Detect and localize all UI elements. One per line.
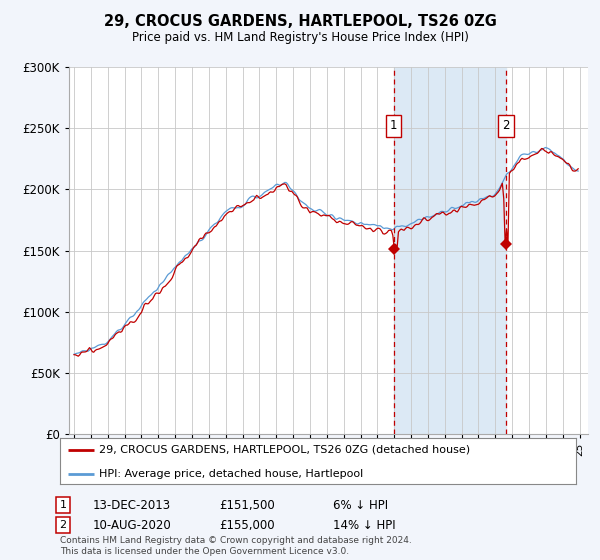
Text: 6% ↓ HPI: 6% ↓ HPI [333,498,388,512]
Text: 10-AUG-2020: 10-AUG-2020 [93,519,172,532]
Text: 13-DEC-2013: 13-DEC-2013 [93,498,171,512]
Text: 29, CROCUS GARDENS, HARTLEPOOL, TS26 0ZG: 29, CROCUS GARDENS, HARTLEPOOL, TS26 0ZG [104,14,496,29]
Bar [394,67,506,434]
Text: 1: 1 [390,119,397,132]
Text: 14% ↓ HPI: 14% ↓ HPI [333,519,395,532]
Text: HPI: Average price, detached house, Hartlepool: HPI: Average price, detached house, Hart… [98,469,363,479]
Text: 29, CROCUS GARDENS, HARTLEPOOL, TS26 0ZG (detached house): 29, CROCUS GARDENS, HARTLEPOOL, TS26 0ZG… [98,445,470,455]
Text: 1: 1 [59,500,67,510]
Text: 2: 2 [502,119,509,132]
Text: Contains HM Land Registry data © Crown copyright and database right 2024.
This d: Contains HM Land Registry data © Crown c… [60,536,412,556]
Text: 2: 2 [59,520,67,530]
Text: Price paid vs. HM Land Registry's House Price Index (HPI): Price paid vs. HM Land Registry's House … [131,31,469,44]
Text: £151,500: £151,500 [219,498,275,512]
Text: £155,000: £155,000 [219,519,275,532]
